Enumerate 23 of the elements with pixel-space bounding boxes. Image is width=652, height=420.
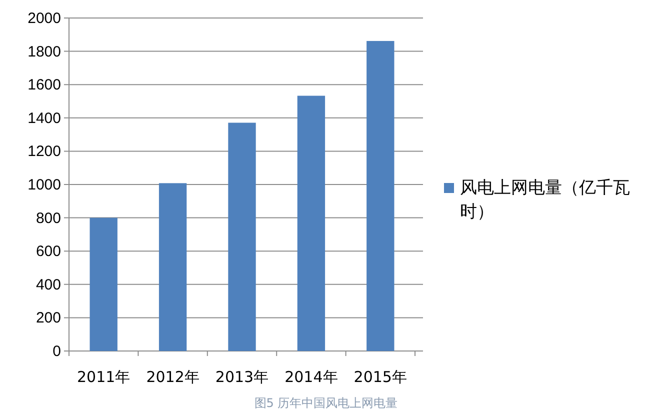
y-tick-label: 1800 <box>28 43 61 60</box>
x-tick-label: 2014年 <box>284 368 338 386</box>
y-tick-label: 1000 <box>28 176 61 194</box>
y-tick-label: 400 <box>36 276 61 294</box>
caption: 图5 历年中国风电上网电量 <box>253 395 399 412</box>
legend-label: 风电上网电量（亿千瓦时） <box>460 177 631 224</box>
bar <box>366 40 394 351</box>
y-tick-label: 1200 <box>28 143 61 160</box>
y-tick-label: 1400 <box>28 110 61 127</box>
y-tick-label: 200 <box>36 310 61 327</box>
y-tick-label: 2000 <box>28 10 61 27</box>
y-tick-label: 800 <box>36 210 61 227</box>
y-tick-label: 600 <box>36 243 61 260</box>
y-tick-label: 1600 <box>28 76 61 94</box>
bar <box>158 183 187 351</box>
x-tick-label: 2012年 <box>146 368 200 386</box>
x-tick-label: 2013年 <box>215 368 269 386</box>
x-tick-label: 2011年 <box>77 368 130 386</box>
x-tick-label: 2015年 <box>354 368 407 386</box>
bar <box>297 96 326 351</box>
y-tick-label: 0 <box>52 343 61 360</box>
bar <box>90 218 118 351</box>
bar <box>228 122 256 351</box>
